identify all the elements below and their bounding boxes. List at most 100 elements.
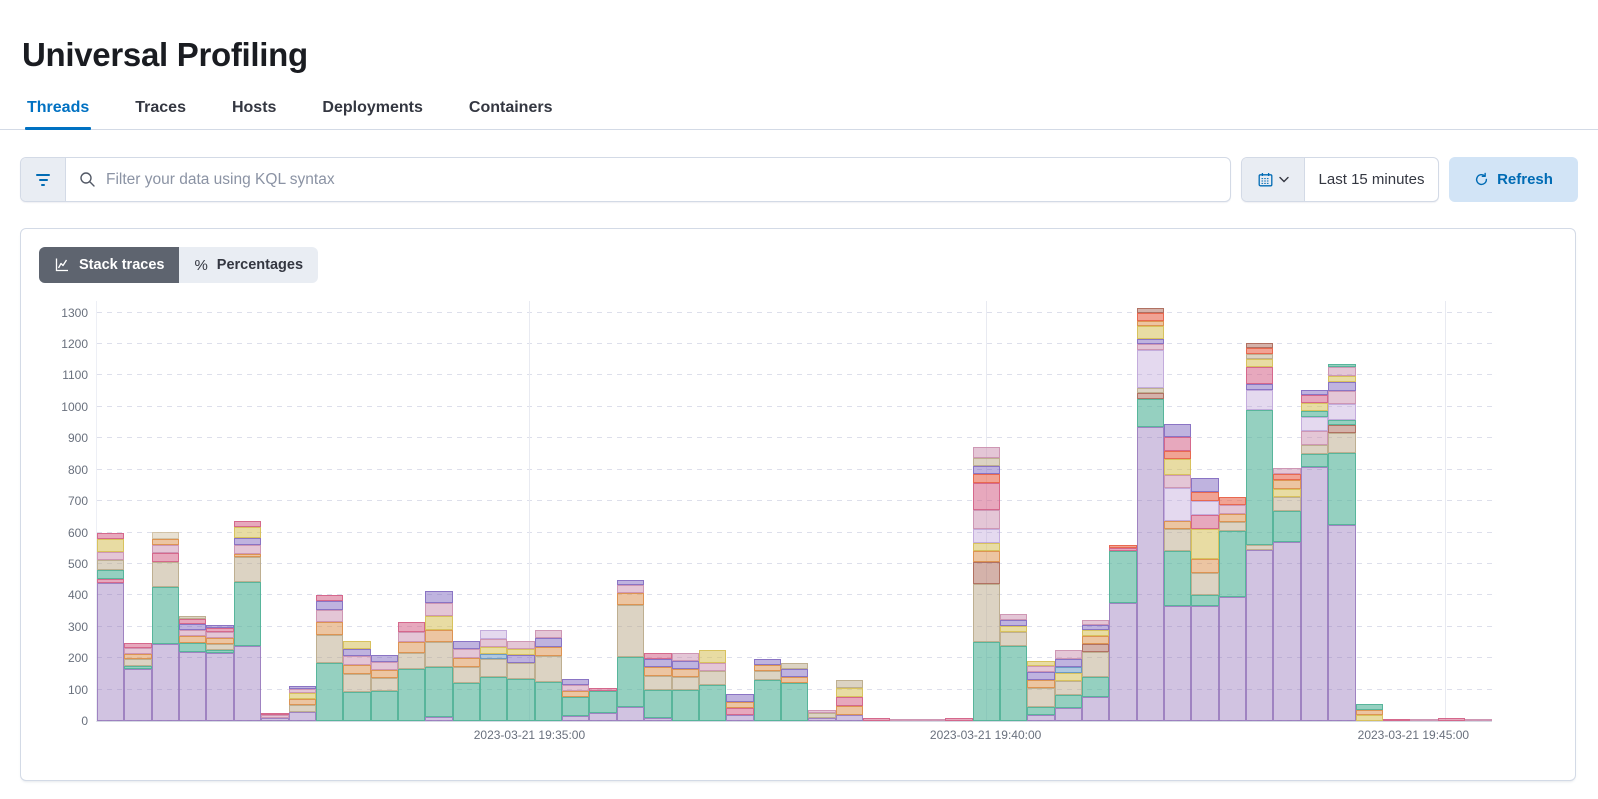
- bar-segment-teal: [315, 663, 344, 721]
- y-axis-tick-label: 1100: [62, 368, 88, 383]
- stacked-bar: [315, 595, 344, 721]
- bar-segment-pink: [452, 649, 481, 658]
- y-axis-tick-label: 300: [67, 619, 88, 634]
- bar-segment-teal: [507, 679, 535, 721]
- stacked-bar: [698, 650, 727, 721]
- bar-segment-teal: [480, 677, 508, 721]
- bar-segment-teal: [179, 643, 207, 652]
- bar-segment-pink: [890, 719, 918, 721]
- bar-segment-teal: [452, 683, 481, 721]
- stacked-bar: [1355, 704, 1383, 721]
- bar-segment-beige: [315, 635, 344, 663]
- bar-segment-pink: [1328, 391, 1356, 404]
- bar-segment-orange: [233, 554, 262, 557]
- bar-segment-purple: [261, 718, 289, 721]
- bar-segment-violet: [452, 641, 481, 649]
- bar-segment-teal: [589, 691, 617, 713]
- bar-segment-violet: [1328, 382, 1356, 391]
- chart-plot[interactable]: 0 100 200 300 400 500 600 700 800 900 1000 1100 1200…: [61, 301, 1493, 742]
- bar-segment-violet: [726, 694, 754, 702]
- bar-segment-violet: [343, 649, 371, 656]
- stacked-bar: [1464, 719, 1493, 721]
- tab-containers[interactable]: Containers: [468, 99, 553, 116]
- bar-segment-orange: [151, 539, 180, 545]
- bar-segment-beige: [835, 680, 864, 688]
- stacked-bar: [589, 688, 617, 721]
- bar-segment-orange: [534, 647, 563, 656]
- bar-segment-beige: [534, 656, 563, 682]
- bar-segment-pink: [1081, 620, 1110, 625]
- bar-segment-pink: [97, 552, 125, 560]
- add-filter-button[interactable]: [21, 158, 66, 201]
- tab-hosts[interactable]: Hosts: [231, 99, 277, 116]
- bar-segment-yellow: [698, 650, 727, 663]
- bar-segment-lilac: [1164, 488, 1192, 521]
- kql-search-bar: [20, 157, 1231, 202]
- stacked-bar: [1164, 424, 1192, 721]
- tab-traces[interactable]: Traces: [135, 99, 186, 116]
- bar-segment-teal: [425, 667, 453, 717]
- stacked-bar: [534, 630, 563, 721]
- bar-segment-pink: [425, 603, 453, 616]
- bar-segment-beige: [1300, 445, 1329, 454]
- y-gridline: [97, 468, 1492, 470]
- bar-segment-pink: [370, 662, 398, 670]
- stacked-bar: [999, 614, 1028, 721]
- calendar-icon: [1258, 173, 1272, 187]
- bar-segment-orange: [425, 630, 453, 642]
- bar-segment-orange: [452, 658, 481, 667]
- bar-segment-orange: [1191, 559, 1219, 573]
- bar-segment-purple: [288, 712, 316, 721]
- bar-segment-pink: [261, 715, 289, 718]
- y-axis-tick-label: 800: [67, 462, 88, 477]
- bar-segment-violet: [370, 655, 398, 662]
- bar-segment-violet: [1027, 672, 1055, 680]
- filter-icon: [36, 173, 50, 186]
- stacked-bar: [1081, 620, 1110, 721]
- bar-segment-purple: [835, 715, 864, 721]
- bar-segment-lilac: [1191, 501, 1219, 515]
- bar-segment-yellow: [1273, 489, 1301, 497]
- stacked-bar: [562, 679, 590, 721]
- bar-segment-yellow: [1191, 529, 1219, 559]
- bar-segment-orange: [1164, 521, 1192, 529]
- bar-segment-beige: [288, 705, 316, 712]
- bar-segment-pink: [562, 685, 590, 691]
- bar-segment-purple: [1273, 542, 1301, 721]
- bar-segment-teal: [972, 642, 1000, 721]
- stacked-bar: [644, 653, 672, 721]
- bar-segment-teal: [1109, 551, 1137, 603]
- bar-segment-orange: [671, 669, 699, 677]
- bar-segment-teal: [1328, 364, 1356, 367]
- bar-segment-teal: [753, 680, 781, 721]
- bar-segment-rose: [972, 483, 1000, 510]
- kql-search-input[interactable]: [96, 170, 1230, 189]
- y-axis-tick-label: 100: [67, 682, 88, 697]
- date-range-value[interactable]: Last 15 minutes: [1318, 171, 1425, 188]
- bar-segment-teal: [343, 692, 371, 721]
- bar-segment-orange: [972, 551, 1000, 562]
- bar-segment-brown: [1136, 393, 1165, 399]
- bar-segment-pink: [698, 663, 727, 671]
- date-quick-select-button[interactable]: [1242, 158, 1305, 201]
- bar-segment-orange: [206, 638, 234, 644]
- x-axis-tick-label: 2023-03-21 19:35:00: [473, 728, 586, 742]
- bar-segment-purple: [808, 718, 836, 721]
- tab-threads[interactable]: Threads: [25, 99, 92, 130]
- bar-segment-teal: [671, 690, 699, 721]
- stack-traces-toggle-button[interactable]: Stack traces: [39, 247, 180, 283]
- bar-segment-blue: [1054, 667, 1082, 673]
- stacked-bar: [1054, 650, 1082, 721]
- bar-segment-lilac: [480, 630, 508, 639]
- tab-deployments[interactable]: Deployments: [322, 99, 423, 116]
- bar-segment-rose: [644, 653, 672, 659]
- y-gridline: [97, 562, 1492, 564]
- bar-segment-beige: [124, 659, 152, 666]
- bar-segment-lilac: [972, 529, 1000, 543]
- bar-segment-red: [1191, 492, 1219, 501]
- stacked-bar: [1273, 468, 1301, 721]
- stacked-bar: [945, 718, 973, 721]
- percentages-toggle-button[interactable]: % Percentages: [179, 247, 318, 283]
- bar-segment-purple: [151, 644, 180, 721]
- refresh-button[interactable]: Refresh: [1449, 157, 1578, 202]
